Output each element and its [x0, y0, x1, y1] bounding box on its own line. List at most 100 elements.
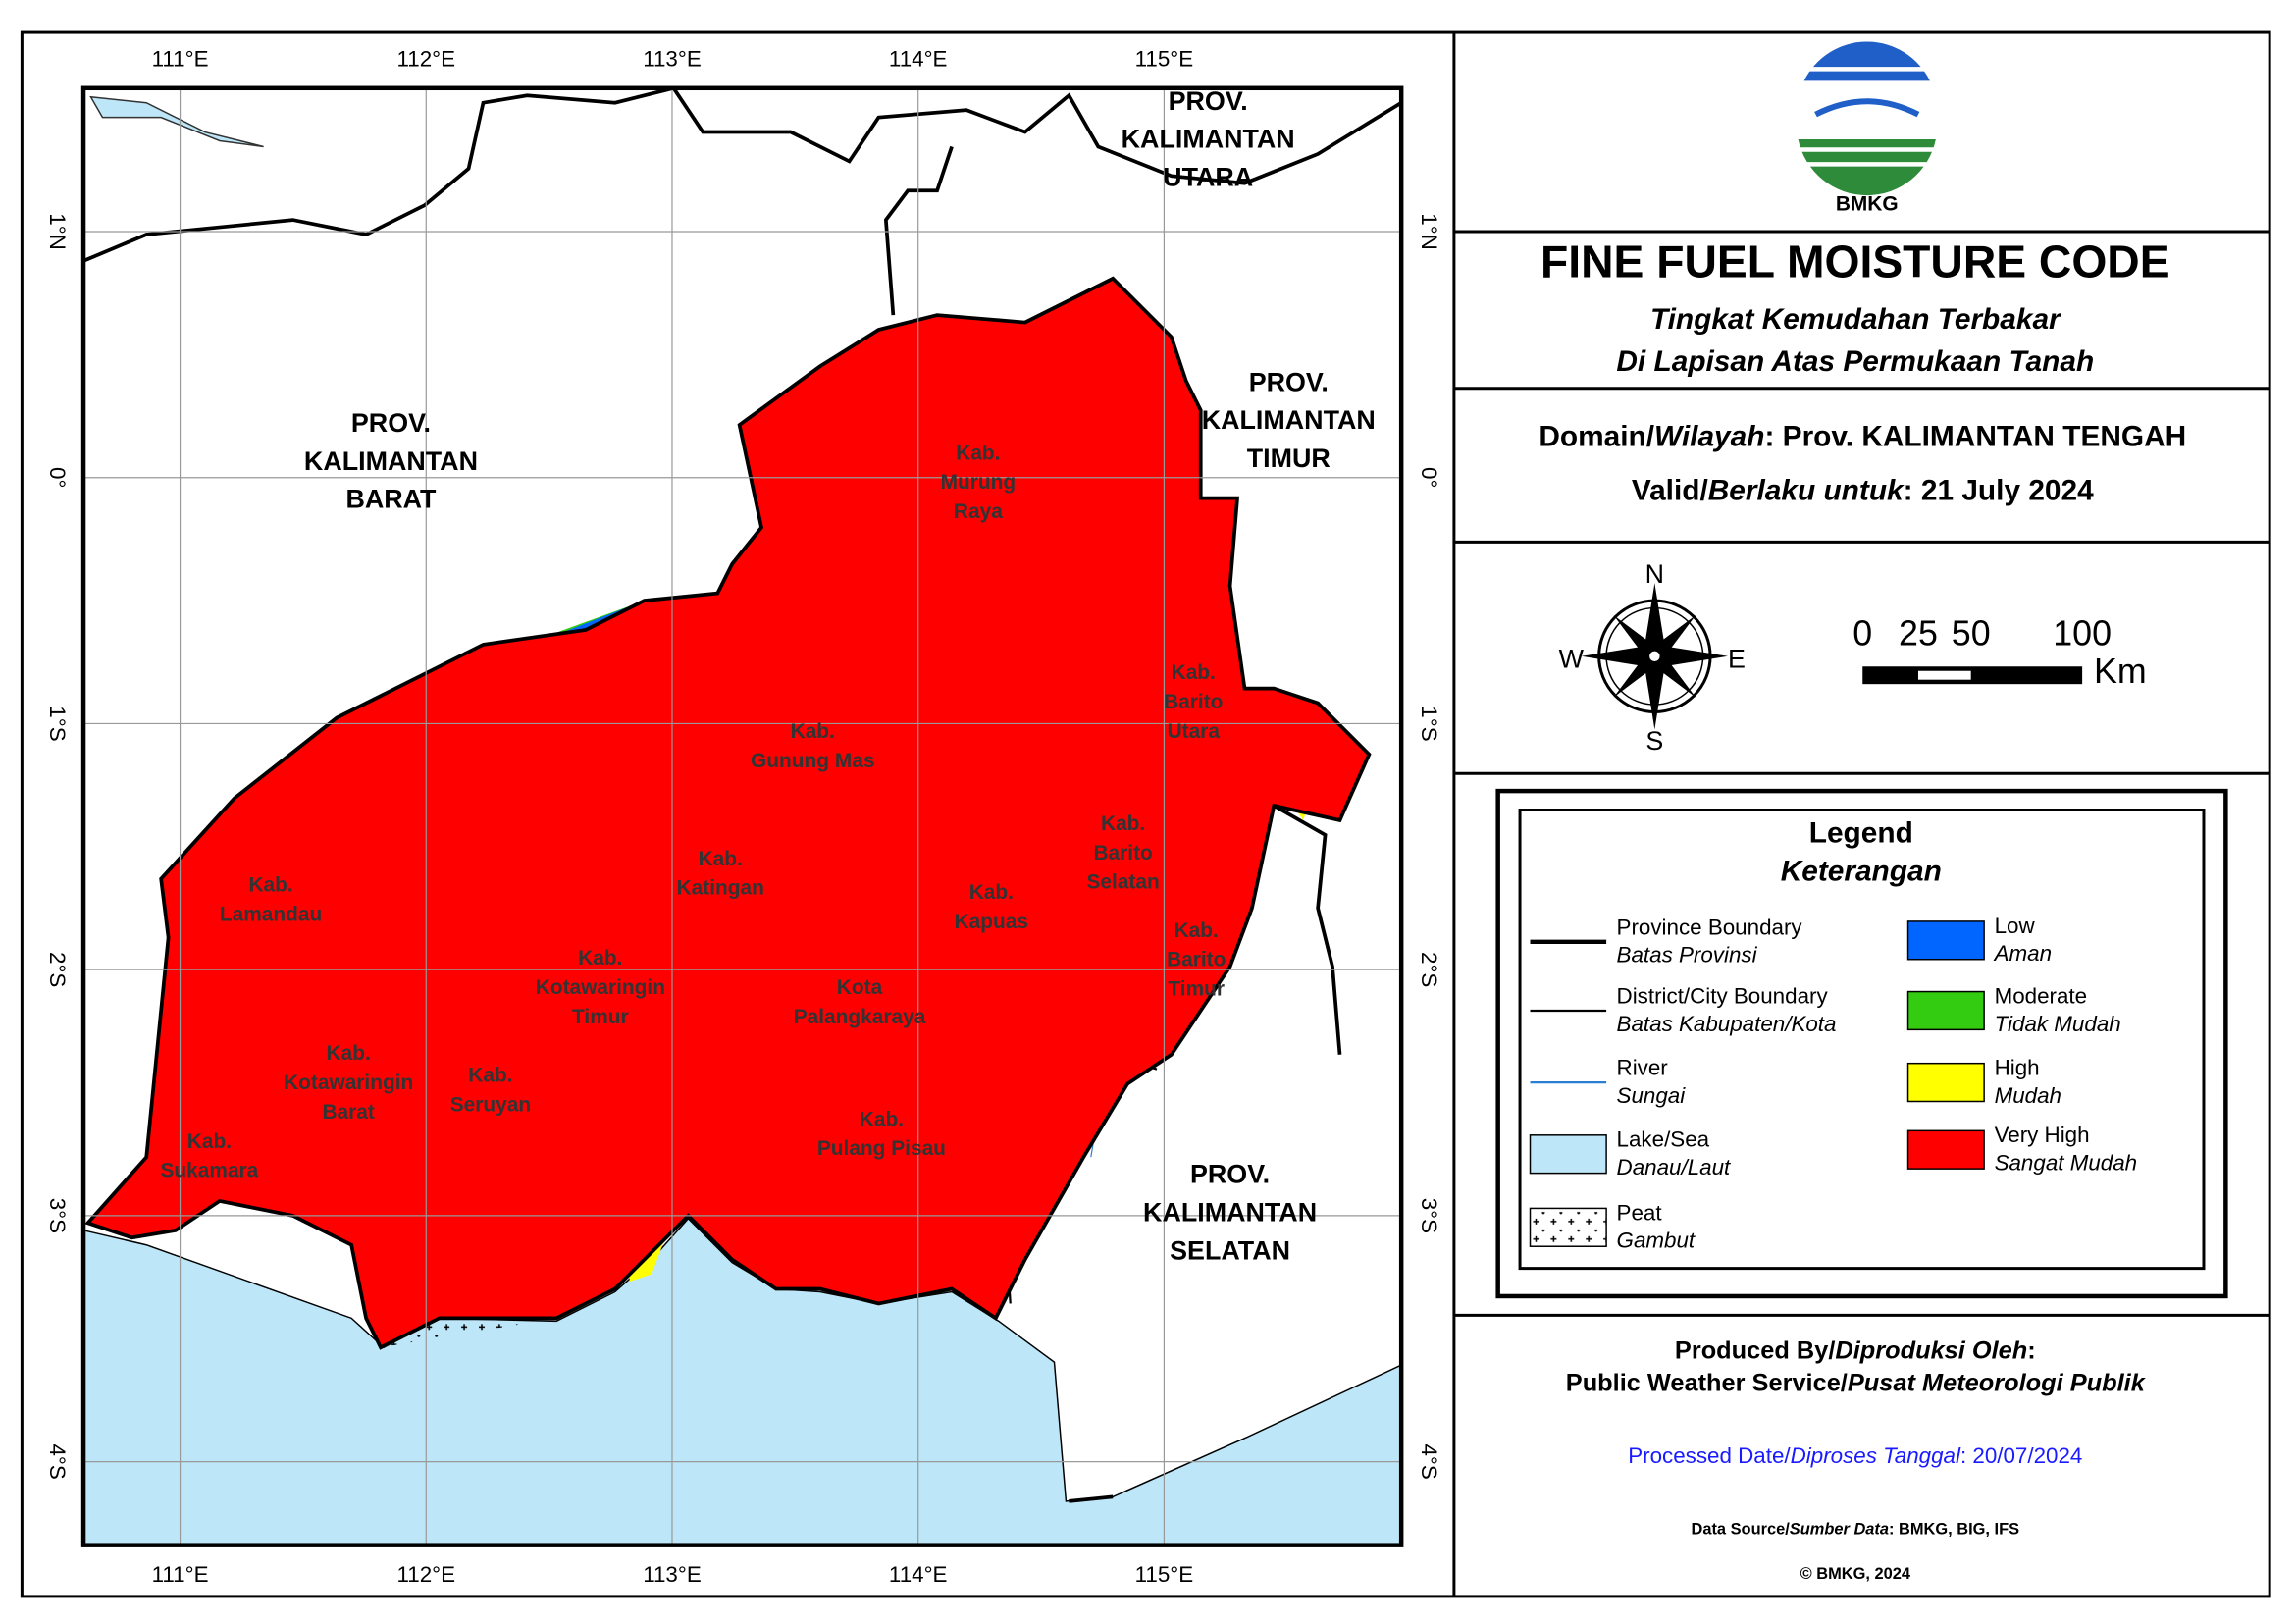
- legend-label-id: Sangat Mudah: [1995, 1151, 2138, 1176]
- district-label: Kab.: [956, 442, 1000, 464]
- produced-part: Diproduksi Oleh: [1835, 1336, 2027, 1364]
- district-label: Barito: [1164, 691, 1223, 713]
- lon-label: 114°E: [889, 46, 948, 71]
- district-label: Raya: [954, 500, 1003, 523]
- lake: [89, 95, 264, 148]
- district-label: Lamandau: [220, 903, 322, 925]
- lon-label: 111°E: [152, 1562, 209, 1587]
- district-label: Kab.: [578, 947, 622, 969]
- district-label: Selatan: [1086, 871, 1159, 894]
- legend-label-id: Gambut: [1617, 1229, 1696, 1253]
- legend-label-id: Batas Kabupaten/Kota: [1617, 1012, 1837, 1036]
- source-part: Data Source/: [1692, 1521, 1791, 1539]
- legend-symbol: [1906, 990, 1985, 1031]
- district-label: Kab.: [187, 1130, 232, 1153]
- scale-label: 25: [1899, 613, 1938, 653]
- lon-label: 113°E: [643, 46, 702, 71]
- province-label: PROV.: [1249, 367, 1329, 396]
- produced-part: :: [2027, 1336, 2035, 1364]
- source: Data Source/Sumber Data: BMKG, BIG, IFS: [1692, 1521, 2020, 1539]
- district-label: Barito: [1167, 949, 1226, 971]
- valid: Valid/Berlaku untuk: 21 July 2024: [1632, 475, 2094, 507]
- map-labels: PROV. KALIMANTAN BARAT PROV. KALIMANTAN UTARA…: [160, 86, 1376, 1266]
- produced: Produced By/Diproduksi Oleh:: [1675, 1336, 2036, 1364]
- district-label: Kab.: [969, 881, 1014, 904]
- compass-letter: E: [1728, 644, 1746, 673]
- source-part: Sumber Data: [1790, 1521, 1889, 1539]
- lat-label: 1°S: [1417, 706, 1441, 741]
- map-frame: [80, 85, 1404, 1547]
- province-label: PROV.: [1190, 1160, 1270, 1189]
- graticule: [83, 87, 1402, 1545]
- lon-label: 114°E: [889, 1562, 948, 1587]
- compass-letter: S: [1645, 726, 1663, 756]
- lon-label: 112°E: [396, 46, 455, 71]
- legend-label-id: Tidak Mudah: [1995, 1012, 2121, 1036]
- scale-label: 0: [1852, 613, 1872, 653]
- panel-rules: [1453, 230, 2270, 1317]
- district-label: Murung: [941, 471, 1017, 494]
- legend-symbol: [1529, 1207, 1607, 1247]
- district-label: Kota: [837, 976, 883, 999]
- district-label: Kab.: [1172, 661, 1216, 684]
- district-label: Seruyan: [450, 1093, 531, 1116]
- province-label: PROV.: [1169, 86, 1248, 116]
- logo-arc: [1814, 98, 1920, 118]
- lat-label: 4°S: [1417, 1443, 1441, 1479]
- legend-label: Peat: [1617, 1200, 1663, 1225]
- title: FINE FUEL MOISTURE CODE: [1540, 236, 2170, 288]
- compass-letter: N: [1645, 559, 1664, 589]
- lon-label: 115°E: [1135, 46, 1194, 71]
- legend-title: Legend: [1809, 817, 1913, 850]
- legend-subtitle: Keterangan: [1781, 856, 1942, 888]
- legend-inner-frame: [1518, 809, 2206, 1271]
- subtitle: Tingkat Kemudahan Terbakar: [1650, 303, 2061, 336]
- legend-label: Lake/Sea: [1617, 1127, 1710, 1152]
- lat-label: 3°S: [45, 1198, 70, 1233]
- domain-part: : Prov. KALIMANTAN TENGAH: [1764, 420, 2186, 452]
- province-label: TIMUR: [1247, 444, 1331, 473]
- district-label: Kab.: [1174, 919, 1219, 942]
- lat-label: 0°: [45, 467, 70, 488]
- lat-label: 0°: [1417, 467, 1441, 488]
- processed: Processed Date/Diproses Tanggal: 20/07/2…: [1628, 1443, 2082, 1468]
- panel-text: BMKG FINE FUEL MOISTURE CODE Tingkat Kemud…: [1529, 193, 2186, 1583]
- district-label: Katingan: [677, 877, 764, 900]
- province-label: UTARA: [1163, 162, 1253, 191]
- subtitle: Di Lapisan Atas Permukaan Tanah: [1616, 345, 2094, 378]
- district-label: Barat: [322, 1101, 374, 1124]
- logo-stripes: [1795, 67, 1939, 91]
- province-label: KALIMANTAN: [304, 446, 478, 476]
- service-part: Public Weather Service/: [1566, 1369, 1848, 1396]
- valid-part: : 21 July 2024: [1904, 475, 2094, 507]
- province-label: KALIMANTAN: [1202, 405, 1376, 435]
- province-label: BARAT: [345, 485, 437, 514]
- valid-part: Berlaku untuk: [1708, 475, 1905, 507]
- district-label: Palangkaraya: [794, 1006, 926, 1028]
- lat-label: 4°S: [45, 1443, 70, 1479]
- scale-bar: [1862, 666, 2083, 685]
- legend-frame: [1495, 788, 2228, 1299]
- province-label: SELATAN: [1170, 1235, 1290, 1265]
- legend-label: Province Boundary: [1617, 915, 1803, 939]
- lat-label: 1°N: [1417, 213, 1441, 250]
- province-label: PROV.: [351, 408, 431, 438]
- legend-label: High: [1995, 1056, 2040, 1080]
- logo: [1795, 41, 1939, 196]
- district-label: Timur: [1168, 978, 1225, 1001]
- district-label: Kotawaringin: [536, 976, 665, 999]
- source-part: : BMKG, BIG, IFS: [1889, 1521, 2019, 1539]
- district-label: Kab.: [791, 720, 835, 743]
- district-label: Pulang Pisau: [817, 1137, 946, 1160]
- district-label: Kapuas: [955, 911, 1028, 933]
- lat-label: 3°S: [1417, 1198, 1441, 1233]
- legend-symbol: [1906, 1062, 1985, 1103]
- processed-part: Processed Date/: [1628, 1443, 1791, 1468]
- service-part: Pusat Meteorologi Publik: [1848, 1369, 2147, 1396]
- valid-part: Valid/: [1632, 475, 1708, 507]
- domain: Domain/Wilayah: Prov. KALIMANTAN TENGAH: [1539, 420, 2186, 452]
- scale-label: 100: [2053, 613, 2112, 653]
- lat-label: 1°N: [45, 213, 70, 250]
